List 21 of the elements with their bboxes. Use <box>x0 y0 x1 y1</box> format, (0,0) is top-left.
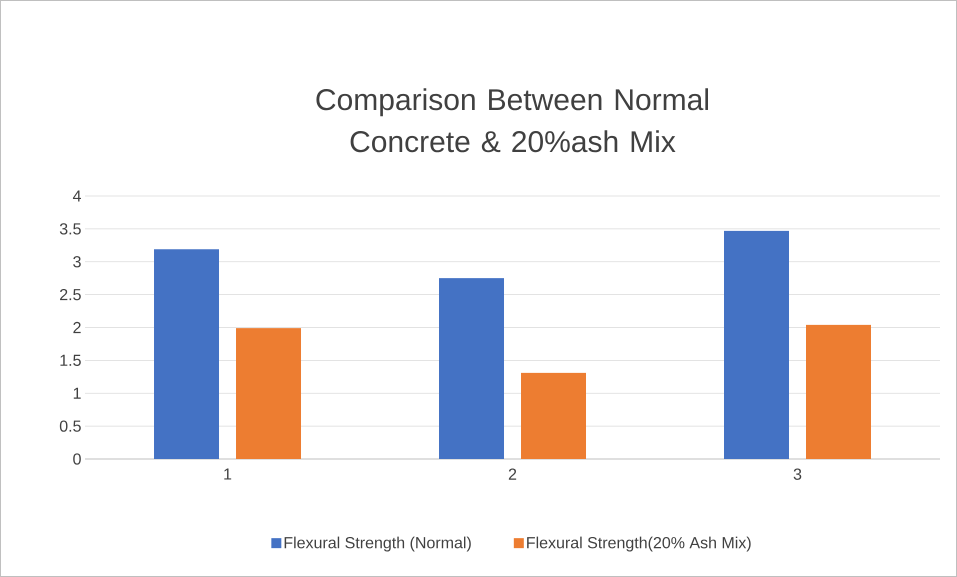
y-tick-label: 1 <box>74 388 81 399</box>
bar <box>154 249 220 459</box>
x-tick-label: 1 <box>224 468 232 480</box>
bar <box>439 278 504 459</box>
bar <box>806 324 872 459</box>
legend-label: Flexural Strength(20% Ash Mix) <box>527 536 751 552</box>
y-tick-label: 3 <box>73 256 81 268</box>
x-tick-label: 2 <box>508 468 516 480</box>
chart-title: Comparison Between Normal Concrete & 20%ash Mix <box>316 88 708 152</box>
x-tick-label: 3 <box>794 468 802 480</box>
y-tick-label: 4 <box>72 190 81 202</box>
y-tick-label: 0 <box>73 453 81 465</box>
bar <box>724 230 790 459</box>
bar <box>521 372 586 459</box>
y-tick-label: 2.5 <box>60 288 81 300</box>
y-tick-label: 3.5 <box>60 223 81 235</box>
y-tick-label: 2 <box>73 322 81 334</box>
legend-label: Flexural Strength (Normal) <box>284 536 471 552</box>
y-tick-label: 1.5 <box>60 354 81 366</box>
y-tick-label: 0.5 <box>60 420 81 432</box>
bar <box>236 328 302 459</box>
